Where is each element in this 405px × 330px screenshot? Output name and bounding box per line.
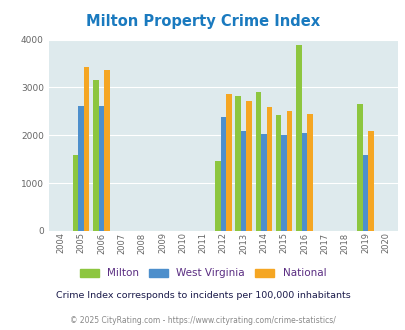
Bar — [275, 115, 281, 231]
Bar — [240, 130, 246, 231]
Bar — [266, 107, 271, 231]
Bar — [215, 161, 220, 231]
Bar — [286, 112, 292, 231]
Legend: Milton, West Virginia, National: Milton, West Virginia, National — [75, 264, 330, 282]
Text: Crime Index corresponds to incidents per 100,000 inhabitants: Crime Index corresponds to incidents per… — [55, 291, 350, 300]
Bar — [367, 131, 373, 231]
Bar — [356, 104, 362, 231]
Text: Milton Property Crime Index: Milton Property Crime Index — [86, 14, 319, 29]
Bar — [93, 80, 98, 231]
Bar — [362, 155, 367, 231]
Bar — [78, 106, 84, 231]
Bar — [260, 134, 266, 231]
Bar — [73, 155, 78, 231]
Bar — [226, 94, 231, 231]
Bar — [301, 133, 307, 231]
Bar — [281, 135, 286, 231]
Bar — [98, 106, 104, 231]
Bar — [307, 114, 312, 231]
Bar — [246, 101, 251, 231]
Bar — [220, 117, 226, 231]
Text: © 2025 CityRating.com - https://www.cityrating.com/crime-statistics/: © 2025 CityRating.com - https://www.city… — [70, 315, 335, 325]
Bar — [235, 96, 240, 231]
Bar — [255, 92, 260, 231]
Bar — [104, 70, 109, 231]
Bar — [84, 67, 89, 231]
Bar — [296, 45, 301, 231]
